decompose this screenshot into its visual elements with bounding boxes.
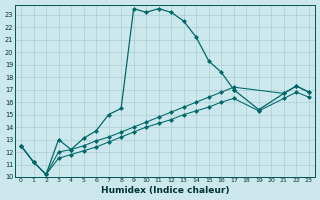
X-axis label: Humidex (Indice chaleur): Humidex (Indice chaleur) (101, 186, 229, 195)
